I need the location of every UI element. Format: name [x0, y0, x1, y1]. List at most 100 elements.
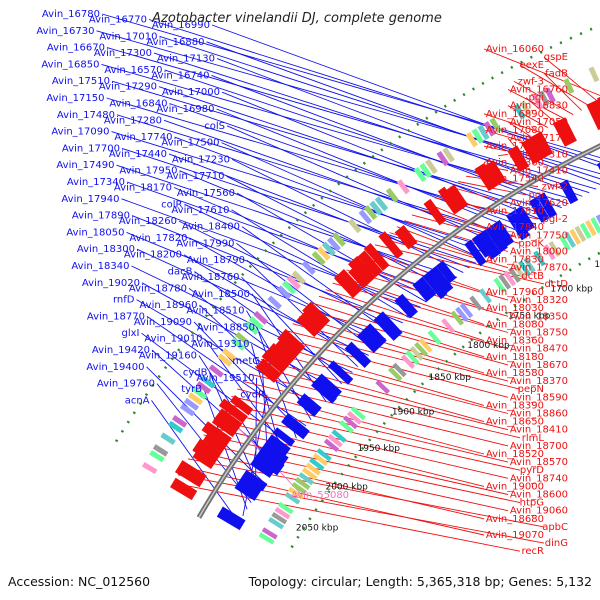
gene-label-left: Avin_18790	[187, 255, 245, 266]
cog-band-inner	[493, 277, 507, 294]
cog-band-inner	[392, 362, 407, 378]
reverse-gene	[281, 413, 310, 440]
forward-gene	[170, 477, 198, 501]
cog-band-outer	[363, 205, 378, 220]
gene-label-right: Avin_17410	[510, 166, 568, 177]
cog-band-inner	[590, 217, 600, 234]
forward-gene	[423, 198, 447, 226]
gene-label-right: Avin_16760	[510, 85, 568, 96]
gene-label-left: Avin_16670	[47, 43, 105, 54]
cog-band-inner	[548, 240, 561, 257]
reverse-gene	[241, 469, 268, 492]
gene-label-left: metG	[232, 356, 260, 367]
left-label-leader	[226, 175, 445, 288]
reverse-gene	[311, 379, 337, 404]
forward-gene	[202, 432, 227, 454]
reverse-gene	[427, 265, 454, 294]
kbp-tick-label: 1900 kbp	[392, 407, 435, 417]
left-label-leader	[151, 400, 240, 523]
forward-gene	[192, 448, 217, 469]
reverse-gene	[373, 311, 403, 341]
gene-label-left: Avin_17440	[109, 149, 167, 160]
cog-band-outer	[532, 93, 544, 110]
gene-label-right: Avin_18740	[510, 473, 568, 484]
cog-band-inner	[469, 295, 483, 311]
reverse-gene	[559, 179, 579, 205]
kbp-tick-label: 1750 kbp	[508, 311, 551, 321]
gene-label-left: Avin_17090	[51, 127, 109, 138]
right-label-leader	[332, 282, 509, 333]
right-label-leader	[192, 450, 485, 520]
cog-band-outer	[149, 450, 165, 463]
left-label-leader	[173, 187, 433, 298]
kbp-tick-label: 1850 kbp	[429, 373, 472, 383]
gene-label-left: Avin_16880	[146, 37, 204, 48]
gene-label-left: Avin_16850	[41, 59, 99, 70]
gene-label-right: Avin_17810	[486, 206, 544, 217]
gene-label-right: Avin_17960	[486, 287, 544, 298]
gene-label-right: recR	[522, 546, 545, 557]
reverse-gene	[253, 448, 285, 476]
gene-label-left: Avin_17130	[157, 54, 215, 65]
gene-label-right: Avin_18030	[486, 303, 544, 314]
forward-gene	[274, 337, 300, 362]
gene-label-right: eexE	[520, 60, 544, 71]
kbp-tick-label: 2000 kbp	[325, 483, 368, 493]
right-label-leader	[260, 358, 485, 423]
gene-label-right: pepN	[518, 384, 544, 395]
cog-band-outer	[253, 310, 269, 325]
cog-band-inner	[405, 350, 420, 365]
left-label-leader	[221, 142, 483, 259]
gene-label-right: pgi	[529, 190, 544, 201]
gene-label-right: Avin_18360	[486, 336, 544, 347]
left-label-leader	[111, 80, 555, 213]
gene-label-right: dinG	[545, 538, 568, 549]
cog-band-inner	[574, 225, 587, 242]
forward-gene	[174, 460, 207, 488]
right-label-leader	[543, 72, 582, 111]
gene-label-right: Avin_19070	[486, 530, 544, 541]
cog-band-inner	[459, 302, 474, 319]
reverse-gene	[250, 455, 276, 478]
cog-band-outer	[244, 321, 259, 336]
gene-label-left: colS	[204, 121, 225, 132]
cog-band-inner	[327, 433, 343, 448]
left-label-leader	[153, 52, 590, 194]
left-label-leader	[174, 136, 489, 255]
cog-band-inner	[427, 329, 442, 345]
cog-band-inner	[508, 267, 521, 283]
forward-gene	[348, 256, 376, 286]
gene-label-left: Avin_17150	[46, 93, 104, 104]
gene-label-left: Avin_18780	[129, 283, 187, 294]
cog-band-outer	[286, 275, 302, 290]
right-label-leader	[367, 250, 485, 293]
gene-label-right: Avin_18860	[510, 409, 568, 420]
reverse-gene	[412, 276, 437, 302]
gene-label-right: Avin_18680	[486, 514, 544, 525]
cog-band-outer	[208, 364, 224, 378]
cog-band-inner	[258, 532, 275, 545]
gene-label-right: Avin_19000	[486, 481, 544, 492]
gene-label-right: Avin_17360	[486, 157, 544, 168]
gene-label-right: Avin_17870	[510, 263, 568, 274]
gene-label-left: Avin_17290	[99, 82, 157, 93]
gene-label-left: Avin_19160	[139, 351, 197, 362]
gene-label-left: Avin_19020	[82, 278, 140, 289]
left-label-leader	[101, 13, 600, 159]
gene-label-right: htpG	[520, 498, 544, 509]
cog-band-outer	[413, 166, 427, 183]
forward-gene	[348, 266, 370, 289]
gene-label-left: Avin_17990	[176, 238, 234, 249]
left-label-leader	[241, 226, 392, 334]
cog-band-inner	[523, 257, 536, 273]
gene-label-right: gspE	[544, 52, 568, 63]
cog-band-inner	[301, 467, 318, 481]
left-label-leader	[116, 114, 515, 237]
right-label-leader	[519, 64, 591, 107]
gene-label-left: Avin_16730	[36, 26, 94, 37]
cog-band-outer	[477, 124, 490, 141]
reverse-gene	[394, 293, 418, 319]
right-label-leader	[187, 458, 545, 528]
cog-band-outer	[200, 375, 216, 389]
gene-label-left: Avin_19400	[86, 362, 144, 373]
